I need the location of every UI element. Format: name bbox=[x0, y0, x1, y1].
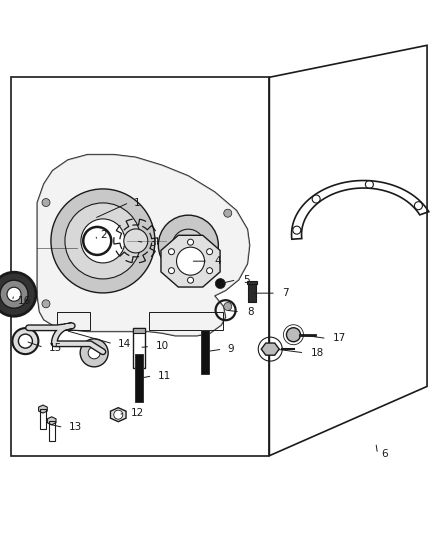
Circle shape bbox=[18, 334, 32, 348]
Circle shape bbox=[187, 277, 194, 283]
Polygon shape bbox=[261, 343, 279, 355]
Polygon shape bbox=[201, 330, 209, 374]
Text: 3: 3 bbox=[149, 238, 155, 247]
Text: 10: 10 bbox=[155, 342, 169, 351]
Polygon shape bbox=[39, 405, 47, 413]
Circle shape bbox=[169, 249, 174, 255]
Polygon shape bbox=[110, 408, 126, 422]
Circle shape bbox=[286, 328, 300, 342]
Text: 15: 15 bbox=[49, 343, 62, 352]
Circle shape bbox=[207, 249, 212, 255]
Polygon shape bbox=[161, 235, 220, 287]
Text: 7: 7 bbox=[283, 288, 289, 298]
Text: 6: 6 bbox=[381, 449, 388, 459]
Circle shape bbox=[224, 209, 232, 217]
Text: 9: 9 bbox=[228, 344, 234, 354]
Circle shape bbox=[177, 247, 205, 275]
Circle shape bbox=[51, 189, 155, 293]
Circle shape bbox=[169, 268, 174, 273]
Text: 17: 17 bbox=[333, 334, 346, 343]
Text: 18: 18 bbox=[311, 348, 324, 358]
Text: 14: 14 bbox=[118, 339, 131, 349]
Polygon shape bbox=[133, 327, 145, 333]
Circle shape bbox=[0, 272, 36, 316]
Text: 1: 1 bbox=[134, 198, 140, 207]
Text: 4: 4 bbox=[215, 256, 221, 266]
Circle shape bbox=[172, 229, 205, 261]
Circle shape bbox=[114, 410, 123, 419]
Circle shape bbox=[0, 280, 28, 308]
Circle shape bbox=[42, 198, 50, 207]
Polygon shape bbox=[133, 327, 145, 368]
Circle shape bbox=[215, 279, 225, 288]
Polygon shape bbox=[248, 284, 256, 302]
Polygon shape bbox=[135, 354, 143, 402]
Text: 13: 13 bbox=[69, 423, 82, 432]
Circle shape bbox=[124, 229, 148, 253]
Circle shape bbox=[12, 328, 39, 354]
Circle shape bbox=[7, 287, 21, 301]
Circle shape bbox=[88, 347, 100, 359]
Circle shape bbox=[65, 203, 141, 279]
Text: 16: 16 bbox=[18, 296, 31, 306]
Circle shape bbox=[224, 302, 232, 311]
Circle shape bbox=[80, 339, 108, 367]
Circle shape bbox=[42, 300, 50, 308]
Circle shape bbox=[187, 239, 194, 245]
Polygon shape bbox=[247, 281, 257, 284]
Circle shape bbox=[81, 219, 125, 263]
Text: 12: 12 bbox=[131, 408, 144, 418]
Polygon shape bbox=[37, 155, 250, 336]
Text: 5: 5 bbox=[243, 275, 250, 285]
Circle shape bbox=[180, 237, 196, 253]
Polygon shape bbox=[47, 417, 56, 425]
Text: 11: 11 bbox=[158, 371, 171, 381]
Text: 8: 8 bbox=[247, 307, 254, 317]
Circle shape bbox=[207, 268, 212, 273]
Text: 2: 2 bbox=[101, 230, 107, 239]
Circle shape bbox=[159, 215, 218, 275]
